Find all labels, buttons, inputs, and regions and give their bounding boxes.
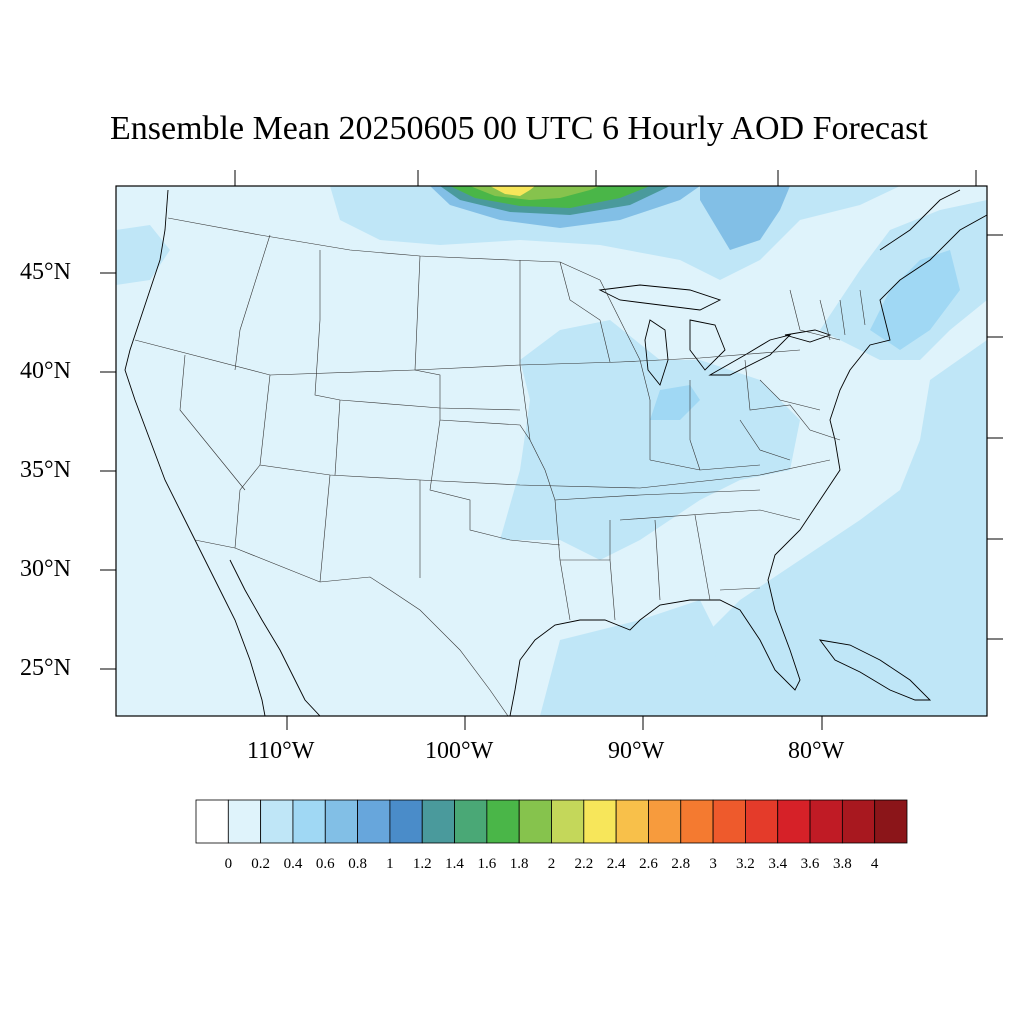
colorbar-swatch: [518, 799, 552, 844]
colorbar-swatch: [292, 799, 326, 844]
colorbar-swatch: [260, 799, 294, 844]
aod-canada-plume-mid: [700, 186, 790, 250]
colorbar-swatch: [712, 799, 746, 844]
colorbar-swatch: [227, 799, 262, 844]
colorbar-swatch: [874, 799, 908, 844]
colorbar-label: 2.6: [639, 856, 658, 872]
aod-smoke-core: [490, 186, 535, 196]
colorbar-label: 1.4: [445, 856, 464, 872]
colorbar-label: 1: [386, 856, 394, 872]
colorbar-swatch: [583, 799, 617, 844]
colorbar-label: 2.4: [606, 856, 626, 872]
aod-northeast-core: [870, 250, 960, 350]
colorbar-swatch: [551, 799, 585, 844]
colorbar-swatch: [841, 799, 876, 844]
colorbar-label: 0.8: [348, 856, 367, 872]
colorbar-swatch: [389, 799, 423, 844]
lat-ticks-left: [100, 272, 116, 670]
aod-field: [116, 186, 987, 716]
colorbar-swatch: [777, 799, 811, 844]
colorbar-label: 1.8: [509, 856, 529, 872]
colorbar-label: 0.6: [315, 856, 335, 872]
lat-ticks-right: [987, 234, 1003, 640]
lon-label-80w: 80°W: [788, 738, 845, 764]
colorbar-label: 0.2: [251, 856, 270, 872]
aod-gulf-region: [540, 600, 720, 716]
coastlines: [124, 189, 987, 716]
map-frame: [115, 185, 988, 717]
lon-label-110w: 110°W: [247, 738, 315, 764]
lat-label-35: 35°N: [20, 457, 71, 483]
colorbar-swatch: [324, 799, 358, 844]
colorbar-label: 1.2: [412, 856, 432, 872]
lon-label-90w: 90°W: [608, 738, 665, 764]
lon-ticks-top: [234, 170, 977, 186]
colorbar-swatch: [195, 799, 229, 844]
colorbar-label: 1.6: [477, 856, 497, 872]
lat-label-25: 25°N: [20, 655, 71, 681]
colorbar: [195, 799, 908, 844]
state-borders: [134, 217, 866, 716]
colorbar-swatch: [421, 799, 455, 844]
colorbar-swatch: [486, 799, 520, 844]
colorbar-label: 3.2: [736, 856, 755, 872]
colorbar-label: 3.4: [768, 856, 788, 872]
colorbar-label: 2.2: [574, 856, 594, 872]
colorbar-swatch: [809, 799, 843, 844]
colorbar-swatch: [454, 799, 488, 844]
lat-label-45: 45°N: [20, 259, 71, 285]
colorbar-label: 3.8: [832, 856, 852, 872]
lat-label-30: 30°N: [20, 556, 71, 582]
lat-label-40: 40°N: [20, 358, 71, 384]
colorbar-label: 2.8: [671, 856, 691, 872]
map-title: Ensemble Mean 20250605 00 UTC 6 Hourly A…: [110, 110, 928, 147]
colorbar-label: 3: [709, 856, 717, 872]
colorbar-swatch: [615, 799, 649, 844]
aod-atlantic-region: [690, 340, 987, 716]
lon-ticks-bottom: [286, 716, 823, 730]
colorbar-label: 0.4: [283, 856, 303, 872]
colorbar-label: 4: [870, 856, 879, 872]
colorbar-swatch: [745, 799, 779, 844]
colorbar-label: 3.6: [800, 856, 820, 872]
lon-label-100w: 100°W: [425, 738, 494, 764]
colorbar-swatch: [357, 799, 391, 844]
colorbar-label: 0: [224, 856, 233, 872]
aod-ohio-spot: [650, 385, 700, 420]
colorbar-swatch: [648, 799, 682, 844]
colorbar-label: 2: [547, 856, 556, 872]
colorbar-swatch: [680, 799, 714, 844]
